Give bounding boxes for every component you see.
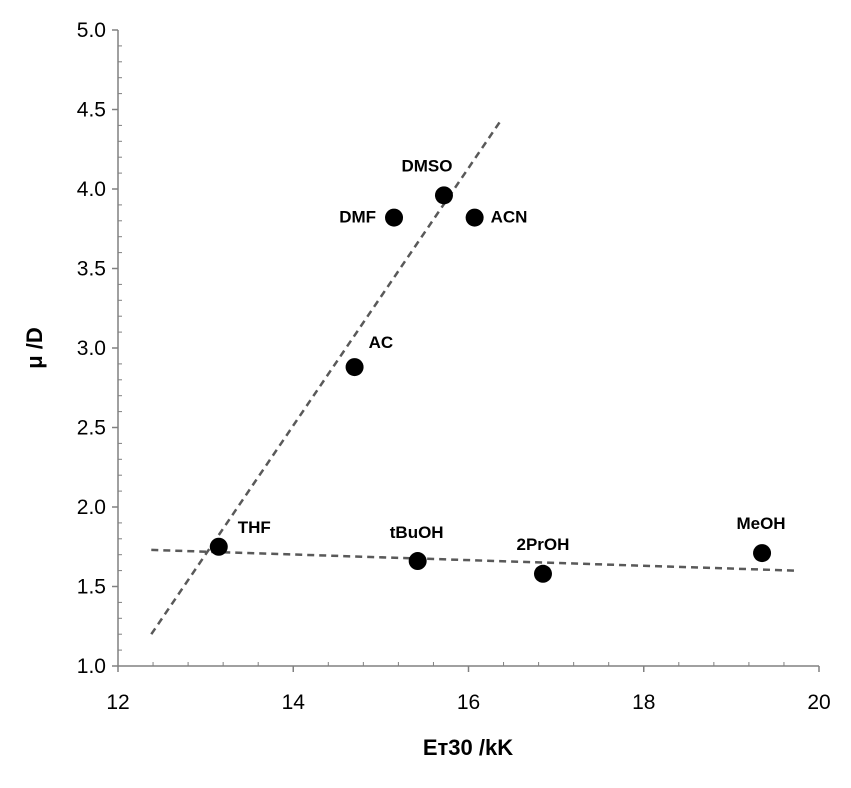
y-axis-title: μ /D	[22, 327, 47, 369]
trendline	[150, 118, 503, 635]
data-point	[465, 208, 484, 227]
x-tick-label: 12	[106, 691, 129, 714]
point-label: MeOH	[736, 514, 785, 533]
data-point	[753, 544, 772, 563]
y-tick-label: 4.5	[77, 99, 106, 122]
x-tick-label: 14	[282, 691, 306, 714]
data-points	[209, 186, 772, 583]
data-point	[533, 564, 552, 583]
point-label: 2PrOH	[517, 535, 570, 554]
y-tick-label: 1.5	[77, 576, 106, 599]
trendlines	[150, 118, 795, 635]
y-tick-label: 4.0	[77, 178, 106, 201]
x-axis-title: Eᴛ30 /kK	[423, 735, 513, 760]
y-tick-label: 5.0	[77, 19, 106, 42]
data-point	[434, 186, 453, 205]
point-label: AC	[369, 333, 394, 352]
x-tick-label: 20	[807, 691, 830, 714]
trendline	[151, 548, 795, 572]
data-point	[345, 358, 364, 377]
y-tick-label: 3.0	[77, 337, 106, 360]
data-point	[408, 552, 427, 571]
data-point	[209, 537, 228, 556]
axis-ticks: 1.0 1.5 2.0 2.5 3.0 3.5 4.0 4.5 5.0 12 14 16 18 20	[77, 19, 831, 714]
point-labels: THF AC DMF DMSO ACN tBuOH 2PrOH MeOH	[238, 156, 786, 553]
plot-area: 1.0 1.5 2.0 2.5 3.0 3.5 4.0 4.5 5.0 12 14 16 18 20 TH…	[77, 19, 831, 714]
y-tick-label: 2.0	[77, 496, 106, 519]
point-label: THF	[238, 518, 271, 537]
point-label: DMSO	[401, 156, 452, 175]
data-point	[385, 208, 404, 227]
y-tick-label: 1.0	[77, 655, 106, 678]
x-tick-label: 16	[457, 691, 480, 714]
y-tick-label: 2.5	[77, 417, 106, 440]
y-tick-label: 3.5	[77, 258, 106, 281]
point-label: tBuOH	[390, 523, 444, 542]
point-label: ACN	[491, 208, 528, 227]
x-tick-label: 18	[632, 691, 655, 714]
point-label: DMF	[339, 208, 376, 227]
